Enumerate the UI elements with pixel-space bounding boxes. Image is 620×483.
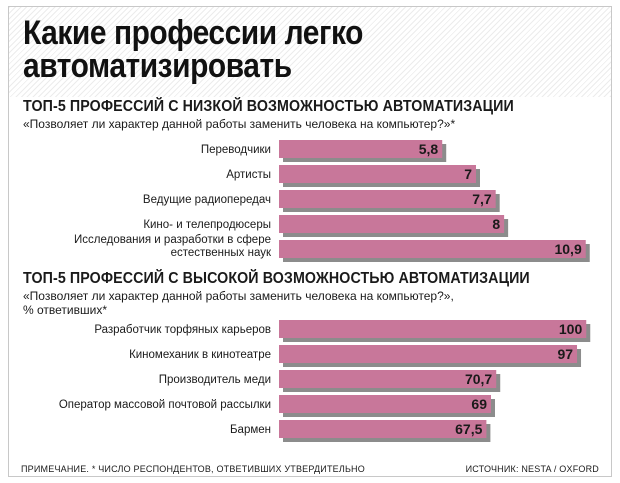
page-title: Какие профессии легко автоматизировать — [23, 14, 363, 85]
category-label: Переводчики — [201, 144, 271, 156]
category-label: Бармен — [230, 424, 271, 436]
bar-value-label: 100 — [559, 321, 583, 337]
category-label: Киномеханик в кинотеатре — [129, 349, 271, 361]
category-label: Оператор массовой почтовой рассылки — [59, 399, 271, 411]
category-label: Производитель меди — [159, 374, 271, 386]
bar-value-label: 67,5 — [455, 421, 482, 437]
category-label: естественных наук — [171, 247, 272, 259]
footnote: ПРИМЕЧАНИЕ. * ЧИСЛО РЕСПОНДЕНТОВ, ОТВЕТИ… — [21, 464, 365, 474]
bar-value-label: 97 — [557, 346, 573, 362]
infographic-frame: Какие профессии легко автоматизировать Т… — [8, 6, 612, 477]
header-background — [9, 7, 611, 97]
bar — [279, 215, 505, 233]
chart-low-automation: 5,8 Переводчики 7 Артисты 7,7 Ведущие радиопе… — [74, 140, 590, 262]
bar — [279, 140, 443, 158]
bar — [279, 370, 497, 388]
bar — [279, 190, 496, 208]
bar-value-label: 10,9 — [554, 241, 581, 257]
category-label: Исследования и разработки в сфере — [74, 234, 271, 246]
bar — [279, 345, 578, 363]
source-note: ИСТОЧНИК: NESTA / OXFORD — [465, 464, 599, 474]
bar-value-label: 8 — [492, 216, 500, 232]
section-low-heading: ТОП-5 ПРОФЕССИЙ С НИЗКОЙ ВОЗМОЖНОСТЬЮ АВ… — [23, 98, 514, 115]
section-high-heading: ТОП-5 ПРОФЕССИЙ С ВЫСОКОЙ ВОЗМОЖНОСТЬЮ А… — [23, 270, 530, 287]
bar — [279, 320, 587, 338]
bar-value-label: 5,8 — [419, 141, 439, 157]
bar-value-label: 7 — [464, 166, 472, 182]
category-label: Разработчик торфяных карьеров — [94, 324, 271, 336]
chart-high-automation: 100 Разработчик торфяных карьеров 97 Киноме… — [59, 320, 591, 442]
section-high-subheading: «Позволяет ли характер данной работы зам… — [23, 289, 454, 317]
bar-value-label: 69 — [471, 396, 487, 412]
bar-value-label: 7,7 — [472, 191, 492, 207]
bar — [279, 420, 487, 438]
category-label: Артисты — [226, 169, 271, 181]
category-label: Ведущие радиопередач — [143, 194, 271, 206]
category-label: Кино- и телепродюсеры — [143, 219, 271, 231]
bar — [279, 165, 476, 183]
bar-charts: 5,8 Переводчики 7 Артисты 7,7 Ведущие радиопе… — [59, 140, 591, 442]
section-low-subheading: «Позволяет ли характер данной работы зам… — [23, 117, 456, 131]
bar — [279, 395, 491, 413]
bar — [279, 240, 586, 258]
bar-value-label: 70,7 — [465, 371, 492, 387]
